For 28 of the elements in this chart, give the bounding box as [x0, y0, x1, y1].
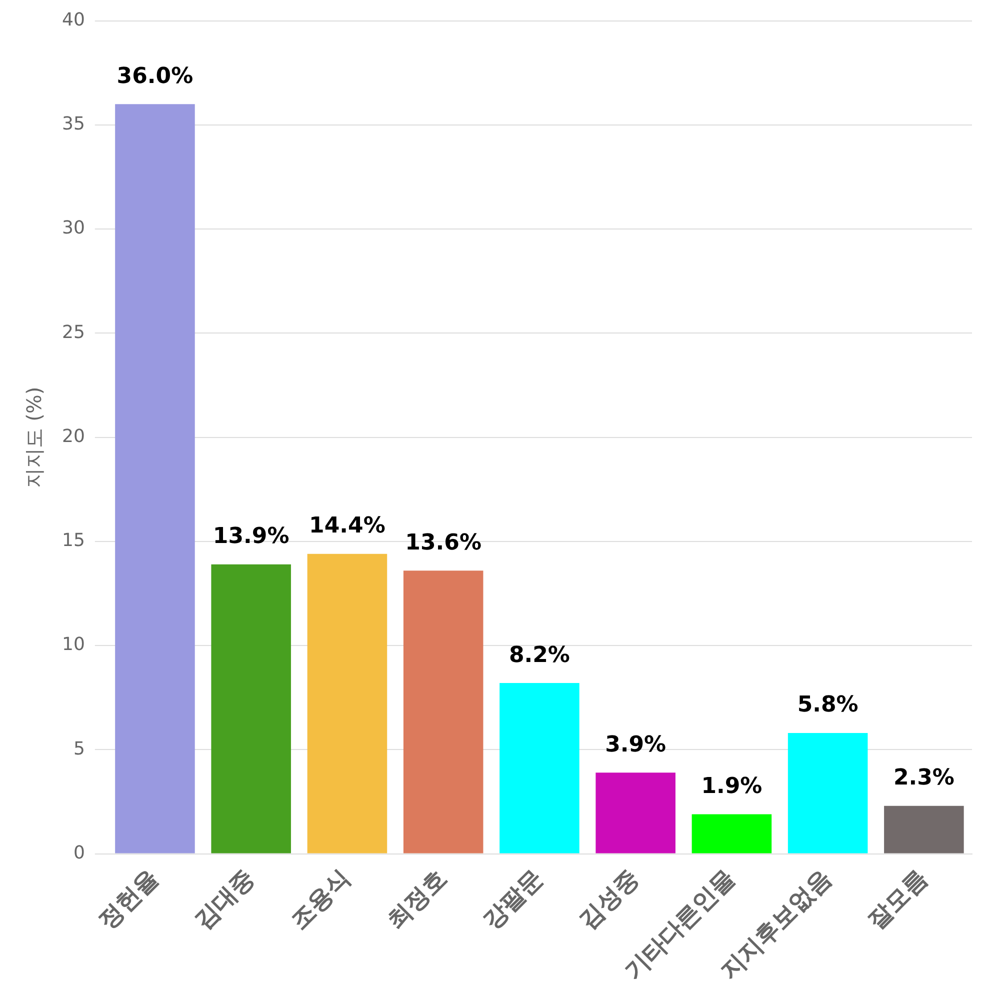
y-tick-label: 35 — [62, 114, 85, 135]
y-tick-label: 0 — [73, 842, 85, 864]
bar — [211, 564, 291, 854]
bar — [403, 570, 484, 854]
y-tick-label: 10 — [62, 634, 85, 656]
y-tick-label: 25 — [62, 322, 85, 343]
data-label: 1.9% — [701, 774, 762, 799]
data-label: 14.4% — [309, 514, 386, 539]
bar — [115, 104, 195, 854]
data-label: 5.8% — [797, 692, 858, 718]
data-label: 36.0% — [116, 64, 194, 89]
y-tick-label: 15 — [62, 530, 85, 552]
data-label: 3.9% — [605, 732, 666, 758]
bar — [692, 814, 772, 854]
bar — [500, 683, 580, 854]
bar — [596, 772, 676, 854]
data-label: 13.6% — [405, 530, 482, 556]
y-tick-label: 20 — [62, 426, 85, 447]
bar — [884, 806, 964, 854]
y-tick-label: 40 — [62, 9, 85, 30]
data-label: 13.9% — [212, 524, 290, 550]
bar — [788, 733, 868, 854]
data-label: 8.2% — [508, 642, 570, 668]
bar — [307, 554, 388, 854]
data-label: 2.3% — [893, 766, 954, 791]
y-tick-label: 5 — [73, 738, 85, 760]
y-tick-label: 30 — [62, 218, 85, 239]
y-axis-title: 지지도 (%) — [22, 386, 46, 488]
